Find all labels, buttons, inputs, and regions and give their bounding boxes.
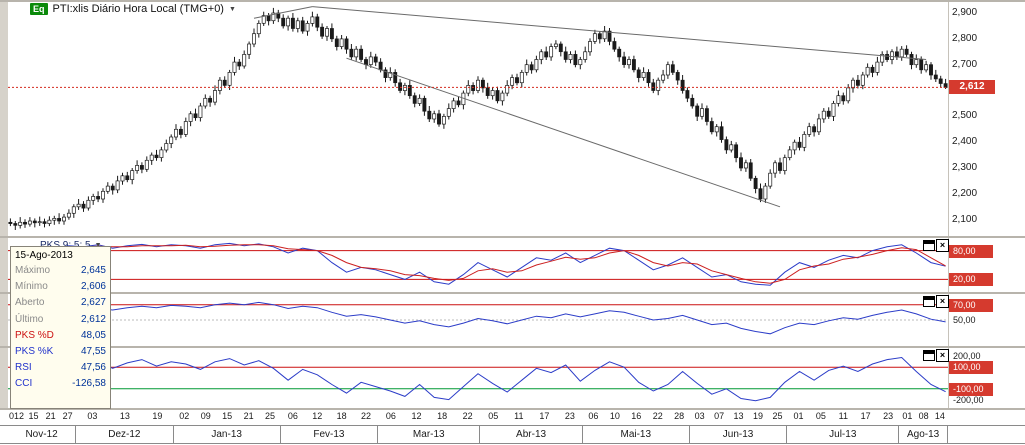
- close-icon[interactable]: ×: [936, 349, 949, 362]
- panel-divider[interactable]: [0, 346, 1025, 348]
- tooltip-row-value: 47,55: [80, 345, 106, 357]
- tooltip-row-label: PKS %D: [15, 329, 54, 341]
- panel-divider[interactable]: [0, 292, 1025, 294]
- instrument-type-badge: Eq: [30, 3, 48, 15]
- chart-title: PTI:xlis Diário Hora Local (TMG+0): [52, 3, 224, 15]
- tooltip-row-label: CCI: [15, 378, 33, 390]
- price-axis-divider: [948, 0, 949, 408]
- restore-window-icon[interactable]: [923, 296, 935, 307]
- tooltip-row-value: 47,56: [80, 362, 106, 374]
- tooltip-row-label: Mínimo: [15, 281, 48, 293]
- restore-window-icon[interactable]: [923, 350, 935, 361]
- tooltip-row: Aberto 2,627: [11, 295, 110, 311]
- tooltip-row: Mínimo 2,606: [11, 279, 110, 295]
- tooltip-row-label: PKS %K: [15, 345, 54, 357]
- close-icon[interactable]: ×: [936, 239, 949, 252]
- panel-title-label: PKS 9; 5; 5: [40, 240, 91, 251]
- tooltip-row: PKS %K 47,55: [11, 344, 110, 360]
- panel-divider[interactable]: [0, 236, 1025, 238]
- chevron-down-icon[interactable]: ▼: [95, 242, 102, 249]
- window-chrome-left: [0, 0, 8, 408]
- tooltip-row: RSI 47,56: [11, 360, 110, 376]
- axis-divider: [0, 408, 1025, 410]
- data-tooltip: 15-Ago-2013 Máximo 2,645 Mínimo 2,606 Aberto…: [10, 246, 111, 409]
- tooltip-rows: Máximo 2,645 Mínimo 2,606 Aberto 2,627 Último 2…: [11, 263, 110, 393]
- tooltip-row-label: Aberto: [15, 297, 45, 309]
- tooltip-row-value: 48,05: [80, 329, 106, 341]
- tooltip-row-label: RSI: [15, 362, 32, 374]
- tooltip-row-value: 2,627: [80, 297, 106, 309]
- restore-window-icon[interactable]: [923, 240, 935, 251]
- tooltip-row-value: 2,612: [80, 313, 106, 325]
- panel-title-pks[interactable]: PKS 9; 5; 5 ▼: [40, 240, 102, 251]
- close-icon[interactable]: ×: [936, 295, 949, 308]
- tooltip-row-value: -126,58: [72, 378, 106, 390]
- chart-header[interactable]: Eq PTI:xlis Diário Hora Local (TMG+0) ▼: [30, 3, 236, 15]
- window-chrome-bottom: [0, 443, 1025, 444]
- axis-row-divider: [0, 425, 1025, 426]
- chevron-down-icon[interactable]: ▼: [228, 5, 236, 13]
- tooltip-row: Último 2,612: [11, 312, 110, 328]
- tooltip-row: PKS %D 48,05: [11, 328, 110, 344]
- tooltip-row-label: Último: [15, 313, 44, 325]
- window-chrome-top: [0, 0, 1025, 2]
- tooltip-row-value: 2,606: [80, 281, 106, 293]
- tooltip-row-value: 2,645: [80, 265, 106, 276]
- tooltip-row: CCI -126,58: [11, 376, 110, 392]
- tooltip-date: 15-Ago-2013: [15, 250, 73, 261]
- tooltip-row: Máximo 2,645: [11, 263, 110, 279]
- tooltip-row-label: Máximo: [15, 265, 51, 276]
